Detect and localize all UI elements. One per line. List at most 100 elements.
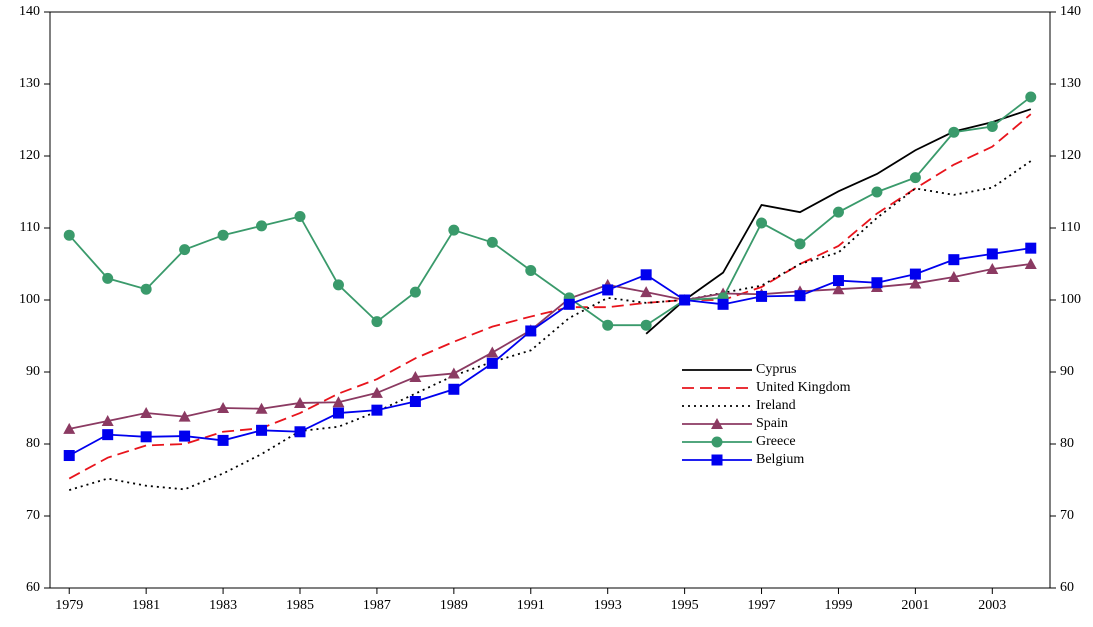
marker xyxy=(140,407,153,419)
marker xyxy=(63,229,75,241)
marker xyxy=(409,396,421,408)
marker xyxy=(217,434,229,446)
marker xyxy=(448,383,460,395)
y2-tick-label: 70 xyxy=(1060,508,1074,523)
series-line xyxy=(68,160,1032,491)
legend-label: United Kingdom xyxy=(756,380,851,395)
x-tick-label: 1993 xyxy=(594,598,622,613)
marker xyxy=(102,272,114,284)
marker xyxy=(178,410,191,422)
marker xyxy=(101,414,114,426)
marker xyxy=(294,210,306,222)
marker xyxy=(756,290,768,302)
marker xyxy=(1024,258,1037,269)
marker xyxy=(409,286,421,298)
marker xyxy=(794,238,806,250)
marker xyxy=(563,298,575,310)
y-tick-label: 120 xyxy=(19,148,40,163)
marker xyxy=(447,367,460,379)
marker xyxy=(1025,91,1037,103)
y2-tick-label: 60 xyxy=(1060,580,1074,595)
x-tick-label: 1995 xyxy=(671,598,699,613)
marker xyxy=(909,277,922,289)
x-tick-label: 1997 xyxy=(748,598,776,613)
plot-frame xyxy=(49,11,1051,589)
x-tick-label: 2003 xyxy=(978,598,1006,613)
marker xyxy=(102,429,114,441)
x-tick-label: 1987 xyxy=(363,598,391,613)
marker xyxy=(332,279,344,291)
marker xyxy=(948,254,960,266)
marker xyxy=(409,371,422,383)
marker xyxy=(640,319,652,331)
marker xyxy=(871,186,883,198)
legend-label: Belgium xyxy=(756,452,804,467)
y2-tick-label: 120 xyxy=(1060,148,1081,163)
series-line xyxy=(68,247,1031,457)
legend-label: Ireland xyxy=(756,398,796,413)
legend-label: Greece xyxy=(756,434,796,449)
marker xyxy=(756,217,768,229)
y2-tick-label: 80 xyxy=(1060,436,1074,451)
marker xyxy=(711,418,723,429)
marker xyxy=(909,172,921,184)
x-tick-label: 1991 xyxy=(517,598,545,613)
marker xyxy=(371,404,383,416)
marker xyxy=(294,426,306,438)
marker xyxy=(256,220,268,232)
marker xyxy=(217,229,229,241)
y-tick-label: 80 xyxy=(26,436,40,451)
marker xyxy=(486,357,498,369)
marker xyxy=(602,319,614,331)
series-line xyxy=(68,113,1032,480)
marker xyxy=(217,402,230,413)
marker xyxy=(986,263,999,275)
marker xyxy=(640,269,652,281)
x-tick-label: 1985 xyxy=(286,598,314,613)
y2-tick-label: 130 xyxy=(1060,76,1081,91)
series-line xyxy=(645,108,1032,335)
marker xyxy=(179,430,191,442)
marker xyxy=(986,120,998,132)
y-tick-label: 130 xyxy=(19,76,40,91)
marker xyxy=(947,270,960,282)
series-line xyxy=(68,96,1032,327)
marker xyxy=(640,286,653,298)
series-line xyxy=(69,263,1031,430)
marker xyxy=(1025,242,1037,254)
marker xyxy=(371,316,383,328)
marker xyxy=(294,396,306,408)
marker xyxy=(871,277,883,289)
x-tick-label: 1979 xyxy=(55,598,83,613)
marker xyxy=(525,325,537,337)
x-tick-label: 1999 xyxy=(824,598,852,613)
marker xyxy=(63,450,75,462)
marker xyxy=(179,244,191,256)
marker xyxy=(486,346,499,358)
legend-label: Spain xyxy=(756,416,788,431)
marker xyxy=(832,283,845,295)
y-tick-label: 90 xyxy=(26,364,40,379)
marker xyxy=(711,436,723,448)
marker xyxy=(370,386,383,398)
marker xyxy=(255,402,268,414)
y2-tick-label: 110 xyxy=(1060,220,1080,235)
marker xyxy=(986,248,998,260)
marker xyxy=(794,290,806,302)
marker xyxy=(717,298,729,310)
marker xyxy=(948,126,960,138)
x-tick-label: 2001 xyxy=(901,598,929,613)
marker xyxy=(525,264,537,276)
y2-tick-label: 140 xyxy=(1060,4,1081,19)
x-tick-label: 1989 xyxy=(440,598,468,613)
marker xyxy=(486,236,498,248)
marker xyxy=(832,275,844,287)
marker xyxy=(63,422,76,434)
marker xyxy=(832,206,844,218)
x-tick-label: 1983 xyxy=(209,598,237,613)
marker xyxy=(679,294,691,306)
y-tick-label: 100 xyxy=(19,292,40,307)
y-tick-label: 140 xyxy=(19,4,40,19)
y2-tick-label: 90 xyxy=(1060,364,1074,379)
